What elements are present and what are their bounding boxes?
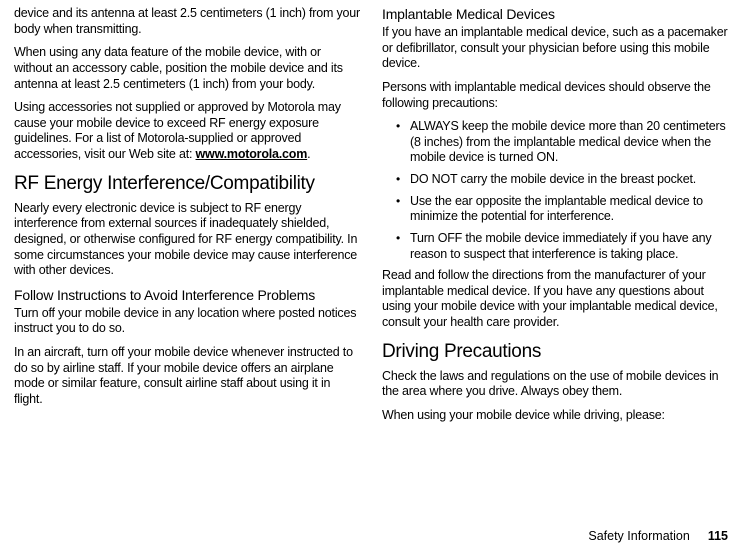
list-item: ALWAYS keep the mobile device more than …: [382, 119, 728, 166]
para-data-feature: When using any data feature of the mobil…: [14, 45, 360, 92]
para-aircraft: In an aircraft, turn off your mobile dev…: [14, 345, 360, 408]
page-content: device and its antenna at least 2.5 cent…: [14, 6, 728, 506]
page-footer: Safety Information 115: [588, 529, 728, 543]
para-driving-laws: Check the laws and regulations on the us…: [382, 369, 728, 400]
footer-label: Safety Information: [588, 529, 689, 543]
list-item: Turn OFF the mobile device immediately i…: [382, 231, 728, 262]
para-turn-off: Turn off your mobile device in any locat…: [14, 306, 360, 337]
para-implantable-precautions: Persons with implantable medical devices…: [382, 80, 728, 111]
heading-follow-instructions: Follow Instructions to Avoid Interferenc…: [14, 287, 360, 303]
para-accessories: Using accessories not supplied or approv…: [14, 100, 360, 163]
list-item: DO NOT carry the mobile device in the br…: [382, 172, 728, 188]
para-rf-interference: Nearly every electronic device is subjec…: [14, 201, 360, 279]
heading-rf-interference: RF Energy Interference/Compatibility: [14, 173, 360, 195]
motorola-link[interactable]: www.motorola.com: [196, 147, 308, 161]
heading-implantable: Implantable Medical Devices: [382, 6, 728, 22]
list-item: Use the ear opposite the implantable med…: [382, 194, 728, 225]
left-column: device and its antenna at least 2.5 cent…: [14, 6, 360, 506]
page-number: 115: [708, 529, 728, 543]
precautions-list: ALWAYS keep the mobile device more than …: [382, 119, 728, 262]
para-driving-please: When using your mobile device while driv…: [382, 408, 728, 424]
para-accessories-end: .: [307, 147, 310, 161]
heading-driving: Driving Precautions: [382, 341, 728, 363]
para-antenna-distance: device and its antenna at least 2.5 cent…: [14, 6, 360, 37]
para-implantable-consult: If you have an implantable medical devic…: [382, 25, 728, 72]
para-read-directions: Read and follow the directions from the …: [382, 268, 728, 331]
right-column: Implantable Medical Devices If you have …: [382, 6, 728, 506]
